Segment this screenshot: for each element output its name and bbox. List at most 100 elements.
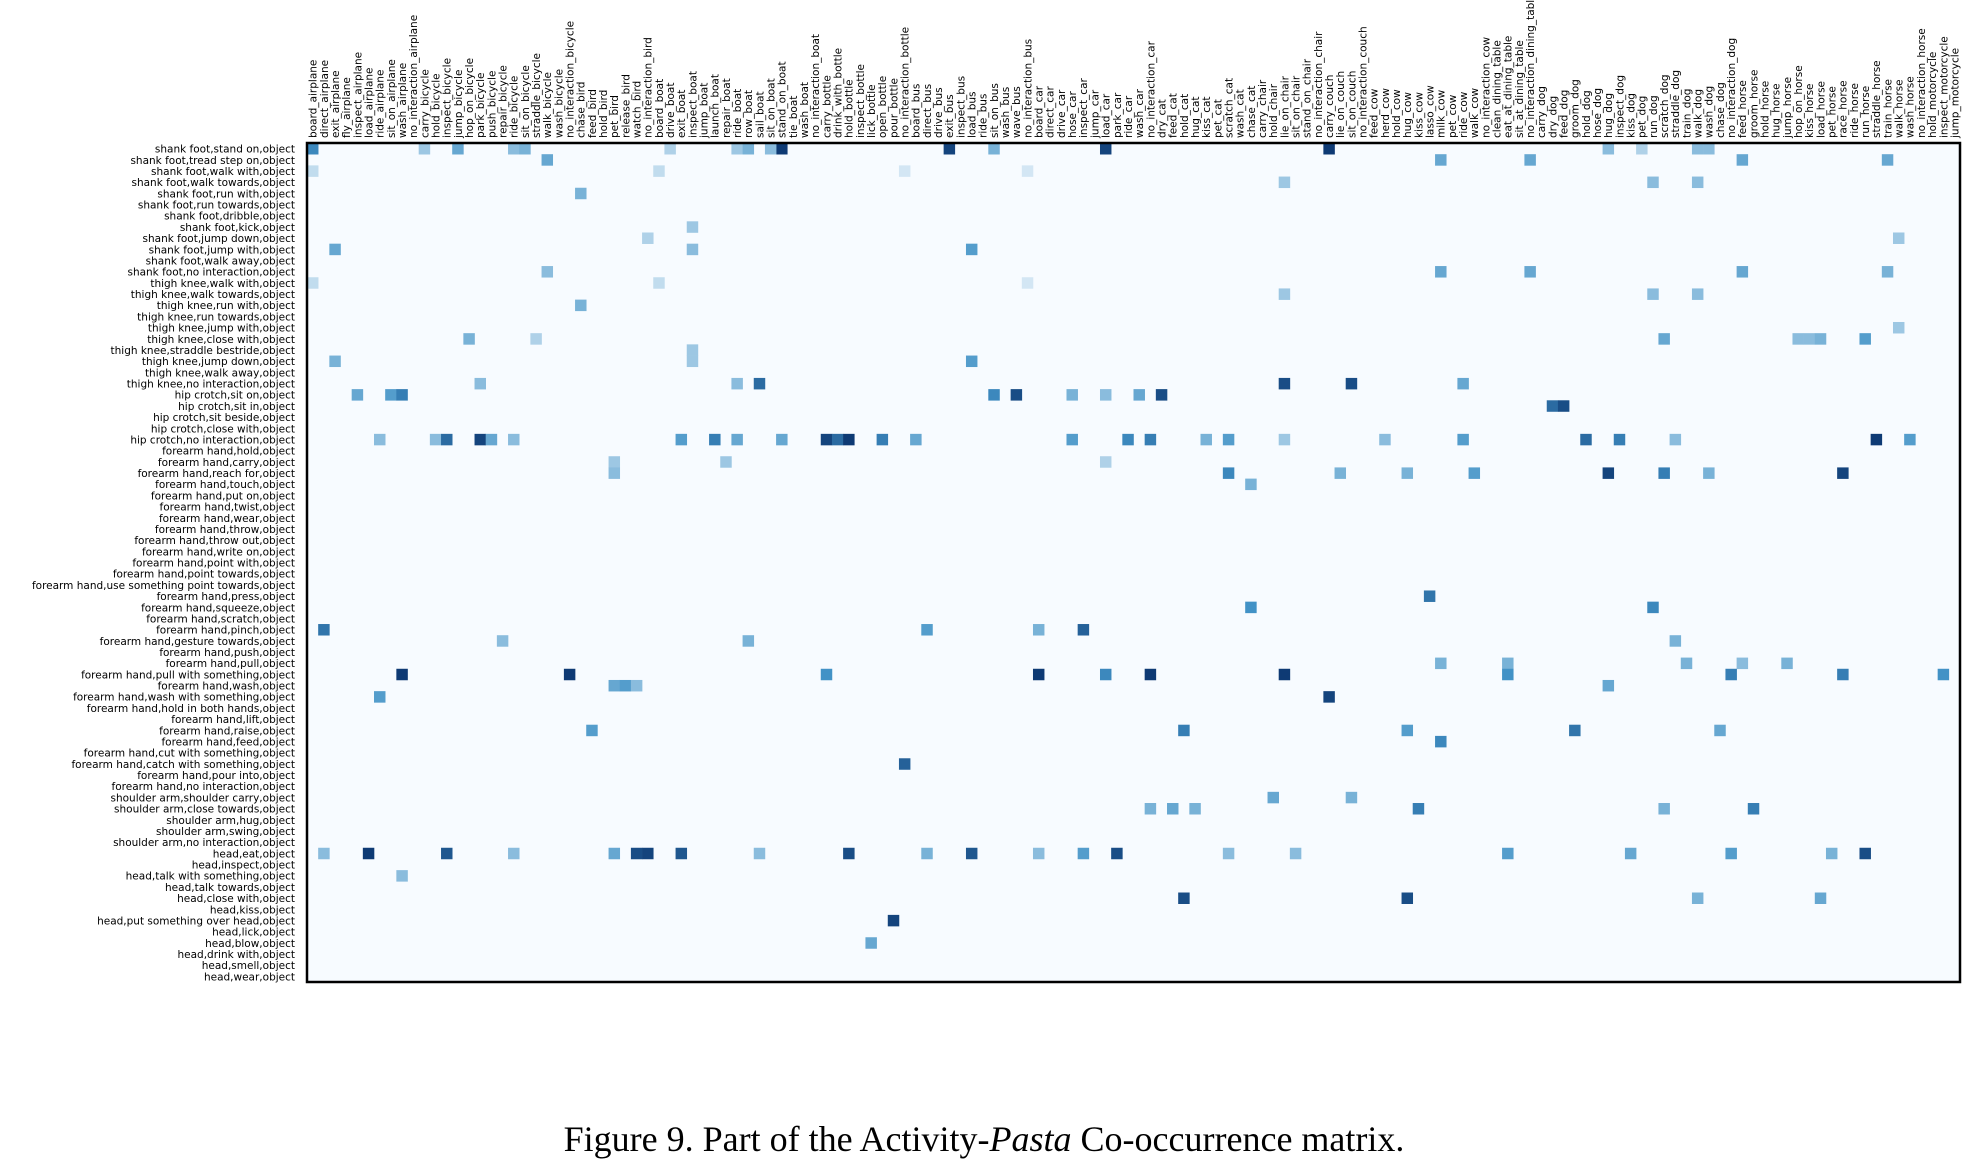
y-tick-label: shank foot,no interaction,object [127, 267, 295, 279]
x-tick-label: board_bus [911, 84, 923, 138]
y-tick-label: shank foot,tread step on,object [130, 155, 295, 167]
x-tick-label: exit_airplane [330, 70, 342, 138]
x-tick-label: scratch_cat [1223, 78, 1235, 138]
y-tick-label: thigh knee,no interaction,object [127, 379, 295, 391]
x-tick-label: release_bird [620, 74, 632, 138]
y-tick-label: thigh knee,walk towards,object [131, 289, 295, 301]
heatmap-cell [642, 847, 654, 860]
x-tick-label: ride_boat [732, 89, 744, 138]
heatmap-cell [1122, 433, 1134, 446]
heatmap-cell [1379, 433, 1391, 446]
heatmap-cells [307, 143, 1960, 982]
x-tick-label: sit_on_boat [766, 78, 778, 138]
y-tick-label: thigh knee,walk with,object [150, 278, 295, 290]
heatmap-cell [1602, 143, 1615, 155]
heatmap-cell [1904, 433, 1916, 446]
y-tick-label: head,wear,object [204, 971, 295, 983]
heatmap-cell [329, 355, 341, 368]
heatmap-cell [307, 165, 319, 177]
heatmap-cell [1859, 847, 1871, 860]
y-tick-label: hip crotch,sit in,object [178, 401, 295, 413]
x-tick-label: open_bottle [877, 76, 889, 138]
heatmap-cell [1178, 724, 1190, 737]
x-tick-label: lasso_cow [1424, 85, 1436, 138]
heatmap-cell [441, 847, 453, 860]
y-tick-label: forearm hand,press,object [157, 591, 295, 603]
heatmap-cell [1613, 433, 1626, 446]
heatmap-cell [1502, 668, 1514, 681]
x-tick-label: feed_horse [1737, 80, 1749, 138]
heatmap-cell [1557, 400, 1570, 412]
heatmap-cell [1725, 668, 1737, 681]
heatmap-cell [1099, 456, 1112, 468]
heatmap-cell [1222, 467, 1235, 479]
heatmap-cell [1245, 478, 1257, 491]
heatmap-cell [731, 433, 743, 446]
x-tick-label: no_interaction_couch [1357, 26, 1369, 138]
x-tick-label: race_horse [1838, 80, 1850, 138]
heatmap-cell [463, 333, 475, 345]
x-tick-label: ride_bus [978, 94, 990, 138]
heatmap-cell [318, 624, 330, 636]
heatmap-cell [1435, 266, 1447, 278]
heatmap-cell [1189, 803, 1201, 815]
x-tick-label: walk_dog [1693, 89, 1705, 138]
heatmap-cell [1457, 377, 1469, 390]
y-tick-label: shoulder arm,close towards,object [114, 804, 295, 816]
x-tick-label: ride_airplane [375, 70, 387, 138]
x-tick-label: no_interaction_bottle [900, 27, 912, 138]
y-tick-label: forearm hand,gesture towards,object [100, 636, 295, 648]
x-tick-label: hold_dog [1581, 90, 1593, 138]
x-tick-label: inspect_bicycle [442, 58, 454, 138]
heatmap-cell [753, 377, 766, 390]
heatmap-cell [1814, 333, 1827, 345]
x-tick-label: drive_bus [933, 87, 945, 138]
x-tick-label: walk_cow [1469, 88, 1481, 138]
heatmap-cell [396, 870, 408, 882]
x-tick-label: hug_horse [1771, 83, 1783, 138]
caption-suffix: Co-occurrence matrix. [1071, 1119, 1405, 1159]
x-tick-label: load_bus [967, 92, 979, 138]
y-tick-label: shoulder arm,hug,object [166, 815, 295, 827]
x-tick-label: board_airplane [308, 60, 320, 138]
heatmap-cell [1658, 333, 1670, 345]
x-tick-label: carry_dog [1536, 86, 1548, 138]
heatmap-cell [965, 243, 978, 256]
heatmap-cell [686, 221, 699, 233]
x-tick-label: no_interaction_cow [1480, 36, 1492, 138]
y-tick-label: forearm hand,carry,object [158, 457, 295, 469]
x-tick-label: pet_dog [1637, 96, 1649, 138]
x-tick-label: jump_car [1089, 89, 1101, 139]
x-tick-label: lie_on_couch [1335, 71, 1347, 138]
y-tick-label: forearm hand,wash with something,object [73, 692, 295, 704]
x-tick-label: direct_car [1045, 86, 1057, 138]
heatmap-frame [305, 141, 1962, 984]
y-tick-label: head,drink with,object [178, 949, 296, 961]
y-tick-label: forearm hand,cut with something,object [84, 748, 295, 760]
heatmap-cell [776, 433, 788, 446]
x-tick-label: inspect_boat [687, 71, 699, 138]
x-tick-label: drink_with_bottle [833, 48, 845, 138]
y-tick-label: hip crotch,close with,object [151, 423, 295, 435]
x-tick-label: kiss_cow [1413, 92, 1425, 138]
heatmap-cell [1647, 288, 1659, 300]
heatmap-cell [619, 679, 632, 692]
x-tick-label: stand_on_chair [1302, 58, 1314, 138]
heatmap-cell [1747, 803, 1760, 815]
heatmap-cell [1546, 400, 1559, 412]
x-tick-label: run_horse [1860, 86, 1872, 138]
x-tick-label: no_interaction_chair [1313, 31, 1325, 138]
heatmap-cell [686, 355, 699, 368]
y-tick-label: head,smell,object [202, 960, 295, 972]
heatmap-cell [485, 433, 498, 446]
heatmap-cell [608, 456, 621, 468]
x-tick-label: pet_bird [609, 95, 621, 138]
heatmap-cell [1278, 176, 1291, 189]
x-tick-label: hold_motorcycle [1927, 52, 1939, 138]
heatmap-cell [1144, 668, 1157, 681]
heatmap-cell [1691, 176, 1704, 189]
heatmap-cell [753, 847, 766, 860]
x-tick-label: inspect_dog [1614, 75, 1626, 138]
y-tick-label: shoulder arm,no interaction,object [113, 837, 295, 849]
heatmap-cell [1178, 892, 1190, 904]
